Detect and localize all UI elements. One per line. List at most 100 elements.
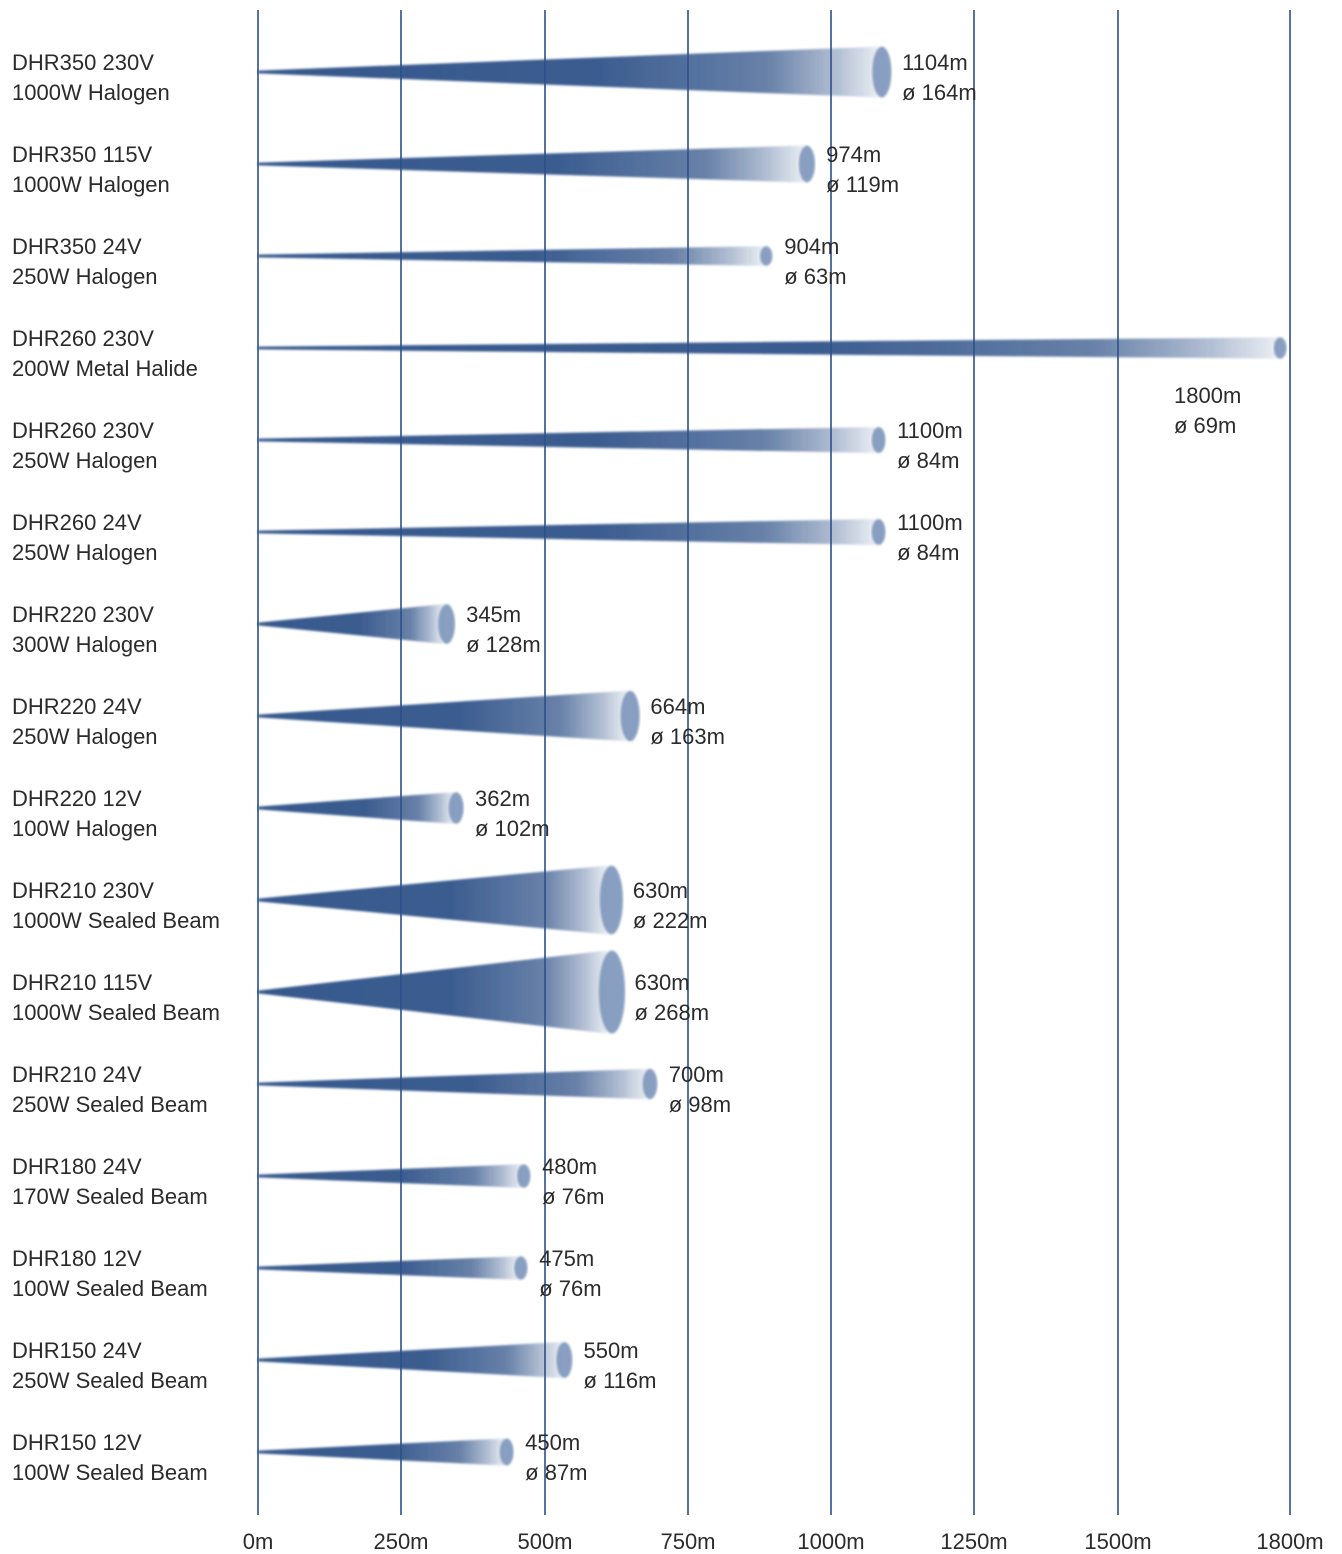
range-data-label: 362m	[475, 786, 530, 811]
beam-row	[258, 1342, 573, 1378]
beam-bar	[258, 46, 879, 98]
diameter-data-label: ø 119m	[826, 172, 899, 197]
beam-bar	[258, 604, 444, 644]
diameter-data-label: ø 268m	[634, 1000, 709, 1025]
range-data-label: 480m	[542, 1154, 597, 1179]
category-label-lamp: 250W Halogen	[12, 540, 158, 565]
range-data-label: 1104m	[902, 50, 968, 75]
beam-row	[258, 426, 886, 454]
beam-bar	[258, 865, 608, 935]
category-label-lamp: 1000W Halogen	[12, 80, 170, 105]
beam-bar	[258, 337, 1278, 359]
category-label-model: DHR260 230V	[12, 326, 154, 351]
beam-row	[258, 604, 456, 644]
beam-end-cap	[514, 1256, 528, 1280]
diameter-data-label: ø 102m	[475, 816, 550, 841]
x-tick-label: 1500m	[1084, 1529, 1151, 1554]
beam-bar	[258, 1342, 562, 1378]
beam-end-cap	[556, 1342, 573, 1378]
beam-end-cap	[499, 1438, 514, 1466]
diameter-data-label: ø 222m	[633, 908, 708, 933]
beam-end-cap	[798, 145, 816, 183]
x-tick-label: 750m	[660, 1529, 715, 1554]
beam-end-cap	[599, 865, 623, 935]
diameter-data-label: ø 87m	[525, 1460, 587, 1485]
category-label-lamp: 250W Halogen	[12, 264, 158, 289]
beam-end-cap	[871, 518, 886, 546]
beam-row	[258, 518, 886, 546]
diameter-data-label: ø 98m	[669, 1092, 731, 1117]
range-data-label: 630m	[633, 878, 688, 903]
beam-bar	[258, 690, 627, 742]
diameter-data-label: ø 76m	[542, 1184, 604, 1209]
category-label-model: DHR180 24V	[12, 1154, 142, 1179]
beam-row	[258, 1068, 658, 1100]
beam-end-cap	[1273, 337, 1287, 359]
beam-end-cap	[642, 1068, 658, 1100]
beam-series	[258, 46, 1287, 1466]
category-label-model: DHR150 12V	[12, 1430, 142, 1455]
x-tick-label: 1250m	[940, 1529, 1007, 1554]
range-data-label: 550m	[584, 1338, 639, 1363]
beam-row	[258, 950, 626, 1034]
beam-end-cap	[448, 792, 464, 824]
beam-row	[258, 792, 464, 824]
range-data-label: 345m	[466, 602, 521, 627]
beam-end-cap	[438, 604, 456, 644]
category-label-lamp: 1000W Sealed Beam	[12, 908, 220, 933]
category-label-lamp: 250W Halogen	[12, 724, 158, 749]
beam-bar	[258, 950, 608, 1034]
diameter-data-label: ø 76m	[539, 1276, 601, 1301]
range-data-label: 1800m	[1174, 383, 1241, 408]
beam-row	[258, 1438, 514, 1466]
beam-bar	[258, 518, 877, 546]
range-data-label: 450m	[525, 1430, 580, 1455]
beam-bar	[258, 426, 877, 454]
category-label-model: DHR260 24V	[12, 510, 142, 535]
category-label-lamp: 1000W Sealed Beam	[12, 1000, 220, 1025]
x-tick-label: 1800m	[1256, 1529, 1323, 1554]
beam-bar	[258, 145, 805, 183]
category-label-model: DHR350 230V	[12, 50, 154, 75]
category-label-model: DHR260 230V	[12, 418, 154, 443]
category-label-lamp: 250W Sealed Beam	[12, 1368, 208, 1393]
beam-row	[258, 337, 1287, 359]
category-label-lamp: 250W Sealed Beam	[12, 1092, 208, 1117]
category-label-lamp: 100W Halogen	[12, 816, 158, 841]
category-label-model: DHR180 12V	[12, 1246, 142, 1271]
beam-end-cap	[760, 246, 773, 266]
category-label-lamp: 300W Halogen	[12, 632, 158, 657]
diameter-data-label: ø 164m	[902, 80, 977, 105]
beam-bar	[258, 246, 765, 266]
beam-row	[258, 46, 892, 98]
beam-bar	[258, 1256, 519, 1280]
gridlines	[257, 10, 1291, 1515]
range-data-label: 475m	[539, 1246, 594, 1271]
category-label-model: DHR350 115V	[12, 142, 153, 167]
beam-bar	[258, 1068, 648, 1100]
beam-end-cap	[598, 950, 626, 1034]
x-tick-label: 1000m	[797, 1529, 864, 1554]
beam-end-cap	[872, 46, 892, 98]
range-data-label: 974m	[826, 142, 881, 167]
beam-row	[258, 690, 640, 742]
diameter-data-label: ø 84m	[897, 540, 959, 565]
category-label-lamp: 200W Metal Halide	[12, 356, 198, 381]
category-label-model: DHR220 230V	[12, 602, 154, 627]
beam-end-cap	[620, 690, 640, 742]
beam-row	[258, 865, 623, 935]
category-label-model: DHR210 115V	[12, 970, 153, 995]
range-data-label: 630m	[634, 970, 689, 995]
x-tick-label: 0m	[243, 1529, 274, 1554]
category-label-model: DHR210 24V	[12, 1062, 142, 1087]
category-label-lamp: 1000W Halogen	[12, 172, 170, 197]
category-label-lamp: 100W Sealed Beam	[12, 1276, 208, 1301]
beam-row	[258, 246, 773, 266]
diameter-data-label: ø 63m	[784, 264, 846, 289]
category-label-model: DHR220 24V	[12, 694, 142, 719]
beam-bar	[258, 1438, 505, 1466]
category-label-lamp: 250W Halogen	[12, 448, 158, 473]
beam-row	[258, 145, 816, 183]
